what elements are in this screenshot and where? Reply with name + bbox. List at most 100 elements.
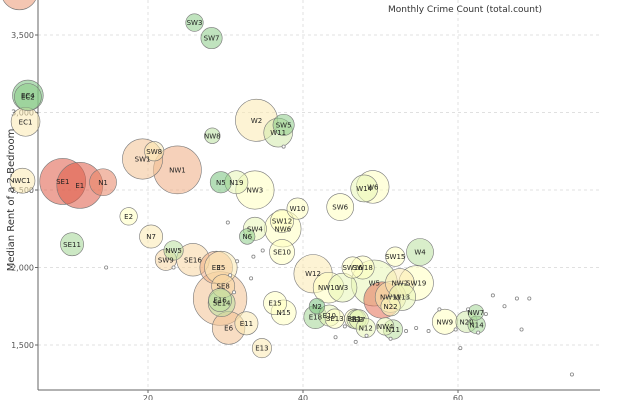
bubble-se10[interactable] — [269, 239, 295, 265]
bubble-ec2[interactable] — [14, 83, 42, 111]
bubble-label-nw11: NW11 — [380, 293, 401, 301]
bubble-label-nw7: NW7 — [468, 309, 485, 317]
bubble-n2[interactable] — [308, 298, 326, 315]
bubble-sw12[interactable] — [270, 209, 294, 233]
bubble-point[interactable] — [476, 330, 481, 335]
bubble-n1[interactable] — [89, 168, 117, 197]
bubble-point[interactable] — [483, 311, 488, 316]
bubble-point[interactable] — [251, 254, 256, 259]
bubble-point[interactable] — [1, 0, 38, 11]
bubble-n5[interactable] — [209, 171, 232, 194]
bubble-label-nw8: NW8 — [204, 132, 221, 140]
bubble-point[interactable] — [404, 329, 409, 334]
bubble-label-n11: N11 — [386, 326, 400, 334]
bubble-label-nw1: NW1 — [169, 166, 186, 174]
bubble-label-se8: SE8 — [217, 283, 230, 291]
bubble-point[interactable] — [519, 327, 524, 332]
bubble-sw3[interactable] — [185, 13, 204, 32]
bubble-label-se14: SE14 — [213, 300, 231, 308]
bubble-se11[interactable] — [60, 232, 84, 257]
bubble-label-n7: N7 — [146, 233, 156, 241]
bubble-point[interactable] — [426, 329, 431, 334]
bubble-w14[interactable] — [350, 174, 379, 203]
bubble-label-e11: E11 — [240, 320, 253, 328]
bubble-n7[interactable] — [139, 224, 164, 249]
bubble-point[interactable] — [388, 336, 393, 341]
bubble-point[interactable] — [514, 296, 519, 301]
bubble-wc1[interactable] — [9, 167, 36, 194]
bubble-w4[interactable] — [406, 238, 434, 266]
bubble-point[interactable] — [437, 307, 442, 312]
bubble-point[interactable] — [414, 325, 419, 330]
bubble-sw5[interactable] — [272, 113, 295, 136]
bubble-label-nw3: NW3 — [247, 187, 264, 195]
bubble-label-e18: E18 — [309, 314, 322, 322]
bubble-label-se16: SE16 — [184, 256, 202, 264]
bubble-point[interactable] — [453, 327, 458, 332]
bubble-e11[interactable] — [234, 311, 259, 336]
bubble-point[interactable] — [458, 346, 463, 351]
bubble-w3[interactable] — [327, 272, 358, 303]
bubble-point[interactable] — [333, 335, 338, 340]
bubble-point[interactable] — [569, 372, 574, 377]
bubble-sw6[interactable] — [326, 193, 355, 221]
bubble-label-ec1: EC1 — [19, 118, 33, 126]
bubble-label-sw7: SW7 — [204, 35, 220, 43]
bubble-nw7[interactable] — [467, 304, 484, 321]
grid-layer — [38, 0, 600, 390]
bubble-n6[interactable] — [239, 228, 256, 245]
bubble-label-ec2: EC2 — [21, 94, 35, 102]
bubble-point[interactable] — [490, 293, 495, 298]
bubble-point[interactable] — [353, 339, 358, 344]
bubble-point[interactable] — [225, 220, 230, 225]
bubble-label-nw6: NW6 — [275, 225, 292, 233]
bubble-point[interactable] — [232, 290, 237, 295]
bubble-e15[interactable] — [263, 291, 288, 316]
bubble-label-nw9: NW9 — [437, 318, 454, 326]
bubble-nw8[interactable] — [204, 127, 221, 144]
bubble-label-se1: SE1 — [56, 178, 69, 186]
bubble-point[interactable] — [104, 265, 109, 270]
bubble-label-n1: N1 — [98, 179, 108, 187]
bubble-n22[interactable] — [380, 296, 401, 317]
y-tick-label: 2,000 — [11, 264, 34, 273]
bubble-label-se11: SE11 — [63, 241, 81, 249]
bubble-point[interactable] — [364, 333, 369, 338]
bubble-sw16[interactable] — [341, 256, 364, 279]
y-tick-label: 1,500 — [11, 341, 34, 350]
bubble-point[interactable] — [527, 296, 532, 301]
bubble-point[interactable] — [260, 248, 265, 253]
bubble-sw7[interactable] — [200, 27, 223, 50]
bubble-label-n20: N20 — [459, 318, 473, 326]
bubble-e16[interactable] — [208, 288, 232, 312]
bubble-w10[interactable] — [286, 197, 309, 220]
bubble-label-nw10: NW10 — [318, 284, 339, 292]
bubble-label-sw5: SW5 — [276, 121, 292, 129]
bubble-point[interactable] — [342, 324, 347, 329]
bubble-label-e16: E16 — [213, 297, 227, 305]
bubble-e2[interactable] — [119, 207, 138, 226]
bubble-point[interactable] — [171, 265, 176, 270]
bubble-nw5[interactable] — [163, 240, 184, 261]
bubble-label-n6: N6 — [242, 233, 252, 241]
bubble-label-n14: N14 — [470, 321, 485, 329]
bubble-point[interactable] — [235, 259, 240, 264]
bubble-n12[interactable] — [355, 317, 376, 338]
bubble-e13[interactable] — [251, 338, 272, 359]
bubble-label-n22: N22 — [383, 303, 397, 311]
bubble-label-e5: E5 — [216, 264, 225, 272]
bubble-point[interactable] — [502, 304, 507, 309]
bubble-point[interactable] — [228, 273, 233, 278]
bubble-point[interactable] — [281, 144, 286, 149]
bubble-nw4[interactable] — [376, 317, 395, 336]
y-tick-label: 3,500 — [11, 31, 34, 40]
bubble-sw8[interactable] — [144, 141, 165, 162]
bubble-label-e17: E17 — [352, 316, 365, 324]
bubble-point[interactable] — [249, 276, 254, 281]
bubble-sw15[interactable] — [385, 246, 406, 267]
bubble-point[interactable] — [466, 307, 471, 312]
bubble-label-se13: SE13 — [326, 315, 344, 323]
bubble-label-sw15: SW15 — [385, 253, 405, 261]
